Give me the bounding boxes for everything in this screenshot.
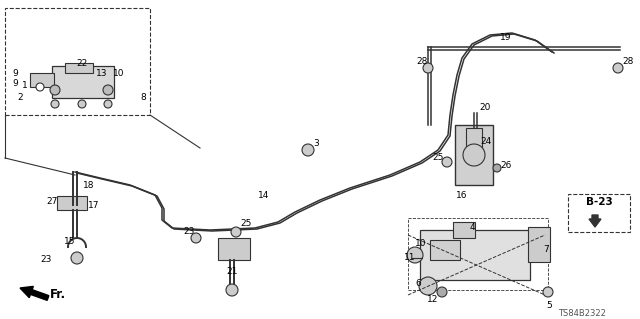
Text: 11: 11 xyxy=(404,254,415,263)
Text: 20: 20 xyxy=(479,103,490,113)
Text: 23: 23 xyxy=(40,256,51,264)
Text: 19: 19 xyxy=(500,33,511,42)
Bar xyxy=(528,227,550,262)
Text: 9: 9 xyxy=(12,78,18,87)
Bar xyxy=(455,125,493,185)
Text: Fr.: Fr. xyxy=(50,288,66,301)
Bar xyxy=(30,73,54,87)
Circle shape xyxy=(71,252,83,264)
Circle shape xyxy=(437,287,447,297)
Bar xyxy=(453,222,475,238)
Bar xyxy=(568,194,630,232)
Circle shape xyxy=(104,100,112,108)
Circle shape xyxy=(423,63,433,73)
Text: 6: 6 xyxy=(415,278,420,287)
Text: 21: 21 xyxy=(226,268,237,277)
Circle shape xyxy=(407,247,423,263)
Text: 16: 16 xyxy=(456,190,467,199)
Text: 10: 10 xyxy=(113,70,125,78)
Circle shape xyxy=(613,63,623,73)
Text: 17: 17 xyxy=(88,201,99,210)
Circle shape xyxy=(442,157,452,167)
Text: 25: 25 xyxy=(432,153,444,162)
Text: 12: 12 xyxy=(427,295,438,305)
Text: 10: 10 xyxy=(415,239,426,248)
Text: 14: 14 xyxy=(258,190,269,199)
Text: 25: 25 xyxy=(240,219,252,228)
Text: 3: 3 xyxy=(313,138,319,147)
Bar xyxy=(57,196,87,210)
Bar xyxy=(408,218,548,290)
FancyArrow shape xyxy=(20,286,49,300)
Text: 22: 22 xyxy=(76,58,87,68)
Text: 5: 5 xyxy=(546,300,552,309)
Circle shape xyxy=(231,227,241,237)
Bar xyxy=(65,63,93,73)
FancyArrow shape xyxy=(589,215,601,227)
Text: 4: 4 xyxy=(470,224,476,233)
Circle shape xyxy=(543,287,553,297)
Bar xyxy=(52,66,114,98)
Text: 23: 23 xyxy=(183,227,195,236)
Circle shape xyxy=(36,83,44,91)
Circle shape xyxy=(419,277,437,295)
Bar xyxy=(5,8,150,115)
Circle shape xyxy=(493,164,501,172)
Circle shape xyxy=(226,284,238,296)
Circle shape xyxy=(103,85,113,95)
Circle shape xyxy=(191,233,201,243)
Bar xyxy=(218,238,250,260)
Text: 7: 7 xyxy=(543,246,548,255)
Circle shape xyxy=(463,144,485,166)
Text: 26: 26 xyxy=(500,160,511,169)
Text: 28: 28 xyxy=(622,57,634,66)
Circle shape xyxy=(50,85,60,95)
Bar xyxy=(466,128,482,148)
Circle shape xyxy=(302,144,314,156)
Circle shape xyxy=(51,100,59,108)
Text: 15: 15 xyxy=(64,238,76,247)
Text: 8: 8 xyxy=(140,93,146,102)
Text: 13: 13 xyxy=(96,70,108,78)
Text: 18: 18 xyxy=(83,181,95,189)
Circle shape xyxy=(78,100,86,108)
Text: 2: 2 xyxy=(17,93,22,101)
Text: TS84B2322: TS84B2322 xyxy=(558,308,606,317)
Text: 27: 27 xyxy=(46,197,58,206)
Text: 1: 1 xyxy=(22,81,28,91)
Text: B-23: B-23 xyxy=(586,197,612,207)
Text: 28: 28 xyxy=(416,57,428,66)
Text: 9: 9 xyxy=(12,69,18,78)
Bar xyxy=(420,230,530,280)
Text: 24: 24 xyxy=(480,137,492,146)
Bar xyxy=(430,240,460,260)
